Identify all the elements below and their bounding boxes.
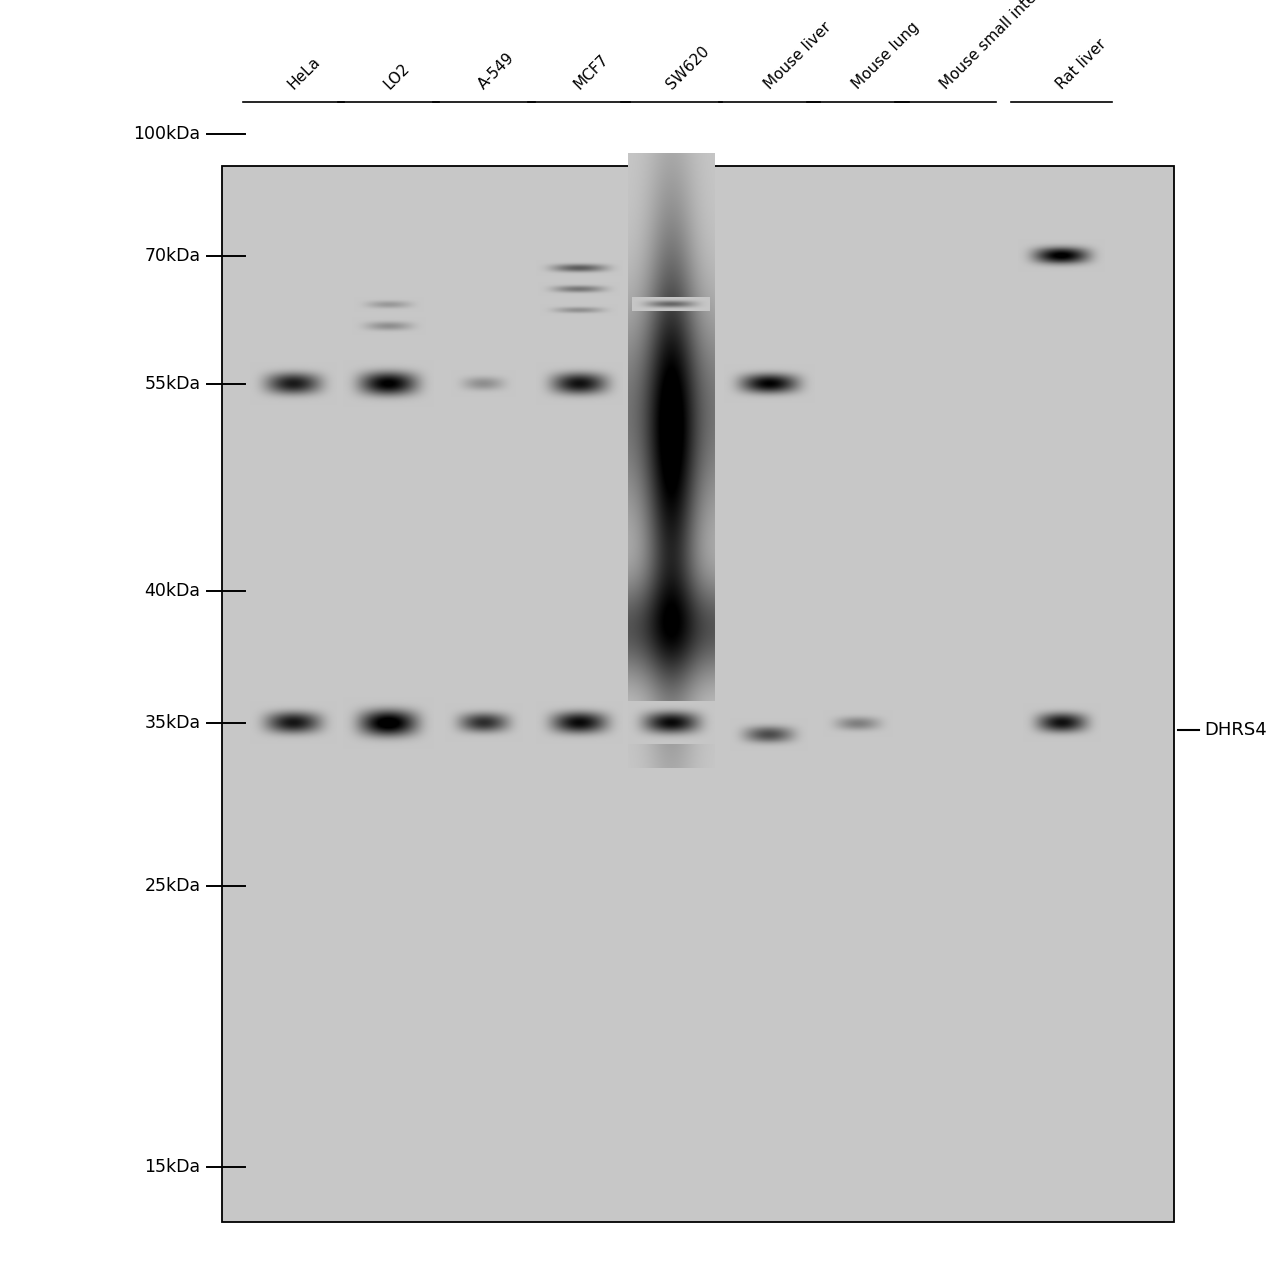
Text: Rat liver: Rat liver: [1053, 36, 1109, 92]
Text: 15kDa: 15kDa: [145, 1158, 201, 1176]
Text: Mouse small intestine: Mouse small intestine: [938, 0, 1066, 92]
Text: 70kDa: 70kDa: [145, 247, 201, 265]
Text: Mouse liver: Mouse liver: [761, 19, 834, 92]
Text: SW620: SW620: [664, 44, 712, 92]
Text: 55kDa: 55kDa: [145, 375, 201, 393]
Bar: [222, 166, 1174, 1222]
Text: 100kDa: 100kDa: [133, 125, 201, 143]
Text: HeLa: HeLa: [286, 54, 324, 92]
Text: 25kDa: 25kDa: [145, 877, 201, 895]
Text: 40kDa: 40kDa: [145, 582, 201, 600]
Text: Mouse lung: Mouse lung: [850, 19, 923, 92]
Text: DHRS4: DHRS4: [1204, 721, 1266, 739]
Text: MCF7: MCF7: [571, 51, 612, 92]
Text: LO2: LO2: [381, 60, 412, 92]
Text: 35kDa: 35kDa: [145, 714, 201, 732]
Text: A-549: A-549: [476, 50, 518, 92]
